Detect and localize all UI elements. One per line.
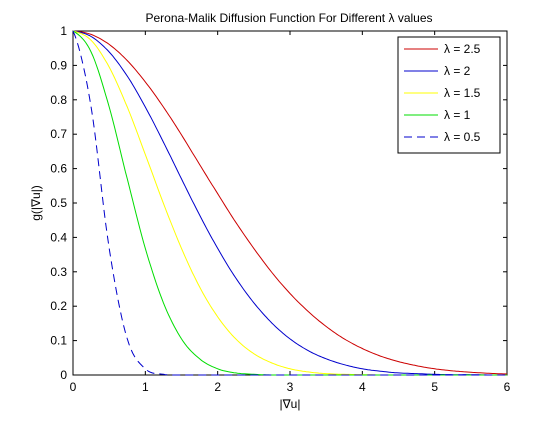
series-line (72, 30, 507, 376)
y-axis-label: g(|∇u|) (29, 185, 43, 221)
legend-label: λ = 2 (444, 64, 471, 78)
x-axis-label: |∇u| (280, 397, 301, 411)
legend-label: λ = 1.5 (444, 86, 481, 100)
legend-box (397, 36, 501, 154)
y-tick-label: 1 (60, 24, 67, 38)
y-tick-label: 0.2 (50, 299, 67, 313)
x-tick-label: 3 (287, 380, 294, 394)
legend-label: λ = 2.5 (444, 42, 481, 56)
y-tick-label: 0.4 (50, 230, 67, 244)
x-tick-label: 0 (70, 380, 77, 394)
x-tick-label: 6 (504, 380, 511, 394)
legend-label: λ = 0.5 (444, 130, 481, 144)
legend: λ = 2.5 λ = 2 λ = 1.5 λ = 1 λ = 0.5 (397, 36, 501, 154)
x-tick-label: 5 (431, 380, 438, 394)
y-tick-label: 0.6 (50, 162, 67, 176)
y-tick-label: 0.5 (50, 196, 67, 210)
y-tick-label: 0.9 (50, 58, 67, 72)
chart-title: Perona-Malik Diffusion Function For Diff… (145, 11, 432, 25)
y-tick-label: 0.7 (50, 127, 67, 141)
y-tick-label: 0 (60, 368, 67, 382)
series-line (72, 30, 508, 375)
y-tick-label: 0.3 (50, 265, 67, 279)
axis-ticks: 0 1 2 3 4 5 6 0 0.1 0.2 0.3 0.4 0.5 0.6 0.7 0.8 0.9 1 (50, 24, 510, 394)
y-tick-label: 0.1 (50, 334, 67, 348)
series-lines (72, 30, 508, 376)
y-tick-label: 0.8 (50, 93, 67, 107)
x-tick-label: 4 (359, 380, 366, 394)
x-tick-label: 1 (142, 380, 149, 394)
x-tick-label: 2 (214, 380, 221, 394)
legend-label: λ = 1 (444, 108, 471, 122)
series-line (72, 30, 507, 376)
